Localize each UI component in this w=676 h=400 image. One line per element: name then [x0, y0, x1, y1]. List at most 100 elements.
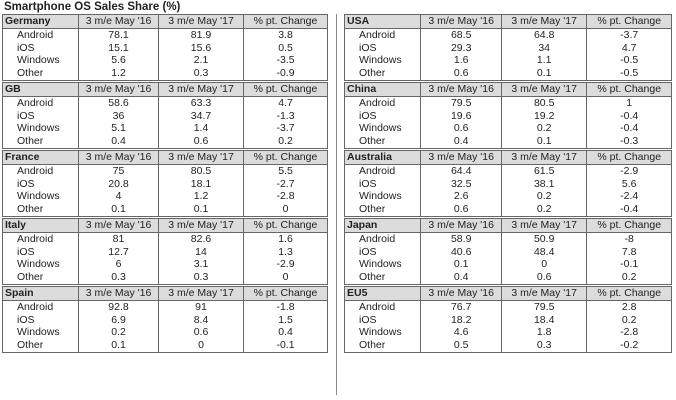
share-2016: 40.6 — [420, 245, 502, 259]
share-2017: 81.9 — [158, 28, 244, 42]
os-name: iOS — [2, 245, 79, 259]
share-2016: 58.9 — [420, 232, 502, 246]
share-2017: 0.6 — [500, 271, 588, 285]
share-2017: 50.9 — [500, 232, 588, 246]
os-name: Other — [343, 135, 422, 149]
region-name: China — [343, 81, 422, 97]
share-2016: 19.6 — [420, 109, 502, 123]
share-2016: 58.6 — [78, 96, 159, 110]
pt-change: 2.8 — [586, 300, 672, 314]
pt-change: -2.7 — [243, 177, 328, 191]
share-2017: 1.4 — [158, 122, 244, 136]
share-2017: 14 — [158, 245, 244, 259]
table-row: Android 75 80.5 5.5 — [2, 164, 328, 178]
share-2017: 0.3 — [500, 339, 588, 353]
pt-change: 0.2 — [243, 135, 328, 149]
region-header-row: Australia 3 m/e May '16 3 m/e May '17% pt.… — [343, 149, 672, 165]
pt-change: -2.9 — [586, 164, 672, 178]
os-name: Android — [343, 232, 422, 246]
share-2017: 0.6 — [158, 135, 244, 149]
os-name: iOS — [343, 177, 422, 191]
column-header: % pt. Change — [586, 149, 672, 165]
pt-change: 0.5 — [243, 41, 328, 55]
table-row: Other 0.1 0.1 0 — [2, 203, 328, 217]
share-2016: 4 — [78, 190, 159, 204]
column-header: 3 m/e May '17 — [500, 149, 588, 165]
os-name: Other — [2, 67, 79, 81]
os-name: Windows — [343, 258, 422, 272]
os-name: Windows — [343, 326, 422, 340]
pt-change: -0.1 — [586, 258, 672, 272]
share-2016: 0.4 — [78, 135, 159, 149]
share-2016: 76.7 — [420, 300, 502, 314]
pt-change: 4.7 — [586, 41, 672, 55]
region-header-row: Italy 3 m/e May '16 3 m/e May '17% pt. Cha… — [2, 217, 328, 233]
column-header: % pt. Change — [243, 149, 328, 165]
share-2016: 1.6 — [420, 54, 502, 68]
region-header-row: GB 3 m/e May '16 3 m/e May '17% pt. Change — [2, 81, 328, 97]
os-name: Other — [2, 339, 79, 353]
column-header: % pt. Change — [586, 217, 672, 233]
table-row: Other 0.3 0.3 0 — [2, 271, 328, 285]
table-row: Android 79.5 80.5 1 — [343, 96, 672, 110]
os-name: Android — [343, 164, 422, 178]
table-row: Other 0.5 0.3 -0.2 — [343, 339, 672, 353]
table-row: Windows 0.2 0.6 0.4 — [2, 326, 328, 340]
pt-change: -0.4 — [586, 109, 672, 123]
region-name: EU5 — [343, 285, 422, 301]
share-2017: 18.1 — [158, 177, 244, 191]
pt-change: -0.4 — [586, 203, 672, 217]
column-header: 3 m/e May '17 — [500, 14, 588, 29]
table-row: Other 0.4 0.6 0.2 — [2, 135, 328, 149]
column-header: 3 m/e May '17 — [158, 285, 244, 301]
table-row: Other 0.4 0.6 0.2 — [343, 271, 672, 285]
share-2016: 0.4 — [420, 271, 502, 285]
pt-change: 4.7 — [243, 96, 328, 110]
table-row: iOS 29.3 34 4.7 — [343, 41, 672, 55]
table-row: Windows 0.1 0 -0.1 — [343, 258, 672, 272]
share-2016: 0.4 — [420, 135, 502, 149]
pt-change: 3.8 — [243, 28, 328, 42]
share-2017: 15.6 — [158, 41, 244, 55]
column-header: 3 m/e May '16 — [78, 81, 159, 97]
region-table-germany: Germany 3 m/e May '16 3 m/e May '17% pt. C… — [2, 14, 328, 81]
os-name: Android — [2, 300, 79, 314]
share-2017: 8.4 — [158, 313, 244, 327]
pt-change: -2.8 — [243, 190, 328, 204]
region-table-italy: Italy 3 m/e May '16 3 m/e May '17% pt. Cha… — [2, 217, 328, 285]
region-header-row: USA 3 m/e May '16 3 m/e May '17% pt. Chang… — [343, 14, 672, 29]
region-table-spain: Spain 3 m/e May '16 3 m/e May '17% pt. Cha… — [2, 285, 328, 353]
column-header: 3 m/e May '17 — [500, 81, 588, 97]
region-name: Germany — [2, 14, 79, 29]
pt-change: 0.2 — [586, 313, 672, 327]
os-name: Other — [343, 67, 422, 81]
share-2016: 36 — [78, 109, 159, 123]
os-name: Other — [2, 135, 79, 149]
share-2017: 19.2 — [500, 109, 588, 123]
column-header: % pt. Change — [243, 217, 328, 233]
os-name: Android — [2, 28, 79, 42]
region-name: Australia — [343, 149, 422, 165]
table-row: Windows 6 3.1 -2.9 — [2, 258, 328, 272]
share-2016: 5.1 — [78, 122, 159, 136]
table-row: Windows 0.6 0.2 -0.4 — [343, 122, 672, 136]
share-2016: 75 — [78, 164, 159, 178]
column-header: % pt. Change — [586, 81, 672, 97]
table-row: iOS 18.2 18.4 0.2 — [343, 313, 672, 327]
share-2017: 79.5 — [500, 300, 588, 314]
region-header-row: China 3 m/e May '16 3 m/e May '17% pt. Cha… — [343, 81, 672, 97]
share-2017: 0 — [500, 258, 588, 272]
column-header: 3 m/e May '16 — [78, 217, 159, 233]
page-title: Smartphone OS Sales Share (%) — [4, 1, 181, 13]
pt-change: -0.5 — [586, 67, 672, 81]
column-header: % pt. Change — [586, 285, 672, 301]
share-2017: 64.8 — [500, 28, 588, 42]
share-2017: 1.2 — [158, 190, 244, 204]
os-name: iOS — [343, 109, 422, 123]
region-table-china: China 3 m/e May '16 3 m/e May '17% pt. Cha… — [343, 81, 672, 149]
pt-change: -0.4 — [586, 122, 672, 136]
pt-change: 0 — [243, 203, 328, 217]
share-2016: 4.6 — [420, 326, 502, 340]
region-table-usa: USA 3 m/e May '16 3 m/e May '17% pt. Chang… — [343, 14, 672, 81]
os-name: Android — [343, 96, 422, 110]
